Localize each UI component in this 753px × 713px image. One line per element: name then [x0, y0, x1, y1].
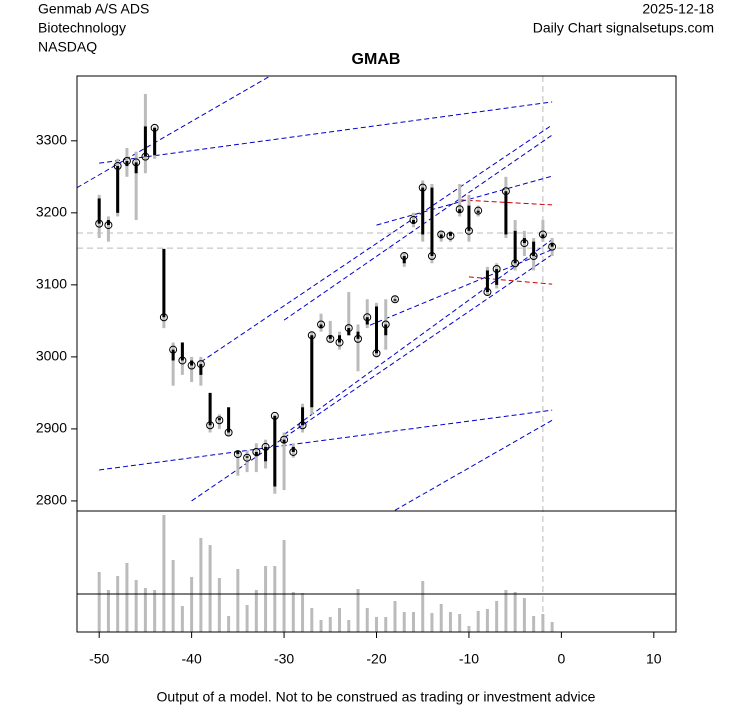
- close-marker: [354, 334, 363, 343]
- close-marker: [455, 205, 464, 214]
- x-tick-label: -50: [89, 651, 109, 667]
- close-marker: [418, 183, 427, 192]
- close-marker: [326, 334, 335, 343]
- header-line: 2025-12-18: [642, 1, 714, 17]
- close-marker: [104, 221, 113, 230]
- close-marker: [122, 156, 131, 165]
- volume-panel: [76, 510, 677, 633]
- close-marker: [520, 239, 529, 248]
- header-line: Daily Chart signalsetups.com: [533, 20, 714, 36]
- close-marker: [280, 435, 289, 444]
- close-marker: [298, 421, 307, 430]
- close-marker: [437, 230, 446, 239]
- x-tick-label: -40: [182, 651, 202, 667]
- close-marker: [196, 360, 205, 369]
- x-tick-label: -10: [459, 651, 479, 667]
- close-marker: [317, 320, 326, 329]
- close-marker: [252, 447, 261, 456]
- close-marker: [187, 361, 196, 370]
- trend-line: [394, 419, 553, 511]
- close-marker: [511, 259, 520, 268]
- y-tick-label: 3200: [36, 204, 67, 220]
- trend-line: [191, 254, 553, 502]
- trend-line: [200, 124, 553, 363]
- trend-line: [99, 101, 553, 164]
- close-marker: [206, 421, 215, 430]
- x-tick-label: 0: [557, 651, 565, 667]
- y-tick-label: 3300: [36, 132, 67, 148]
- close-marker: [529, 252, 538, 261]
- close-marker: [548, 242, 557, 251]
- trend-line: [283, 134, 553, 321]
- footer: Output of a model. Not to be construed a…: [157, 689, 596, 705]
- trend-line: [369, 249, 553, 326]
- close-marker: [233, 450, 242, 459]
- close-marker: [372, 349, 381, 358]
- close-marker: [141, 152, 150, 161]
- close-marker: [344, 324, 353, 333]
- y-tick-label: 2900: [36, 420, 67, 436]
- close-marker: [335, 338, 344, 347]
- chart-title: GMAB: [352, 51, 401, 68]
- trend-line: [76, 75, 271, 189]
- header-line: NASDAQ: [38, 39, 97, 55]
- close-marker: [224, 428, 233, 437]
- close-marker: [400, 252, 409, 261]
- close-marker: [289, 447, 298, 456]
- close-marker: [446, 231, 455, 240]
- y-tick-label: 3000: [36, 348, 67, 364]
- close-marker: [390, 295, 399, 304]
- close-marker: [270, 411, 279, 420]
- close-marker: [132, 158, 141, 167]
- close-marker: [95, 219, 104, 228]
- close-marker: [474, 206, 483, 215]
- trend-line: [283, 239, 553, 436]
- x-tick-label: 10: [646, 651, 662, 667]
- close-marker: [501, 187, 510, 196]
- close-marker: [381, 320, 390, 329]
- header-line: Genmab A/S ADS: [38, 1, 149, 17]
- close-marker: [215, 416, 224, 425]
- close-marker: [483, 288, 492, 297]
- close-marker: [169, 345, 178, 354]
- price-panel: [76, 75, 677, 512]
- header-line: Biotechnology: [38, 20, 126, 36]
- close-marker: [243, 453, 252, 462]
- close-marker: [178, 356, 187, 365]
- x-tick-label: -30: [274, 651, 294, 667]
- x-tick-label: -20: [366, 651, 386, 667]
- close-marker: [261, 442, 270, 451]
- close-marker: [150, 123, 159, 132]
- close-marker: [363, 313, 372, 322]
- y-tick-label: 3100: [36, 276, 67, 292]
- close-marker: [159, 313, 168, 322]
- trend-line: [99, 409, 553, 471]
- close-marker: [427, 252, 436, 261]
- close-marker: [113, 162, 122, 171]
- trend-line: [468, 276, 553, 285]
- close-marker: [464, 226, 473, 235]
- close-marker: [538, 230, 547, 239]
- close-marker: [307, 331, 316, 340]
- close-marker: [409, 216, 418, 225]
- y-tick-label: 2800: [36, 492, 67, 508]
- close-marker: [492, 265, 501, 274]
